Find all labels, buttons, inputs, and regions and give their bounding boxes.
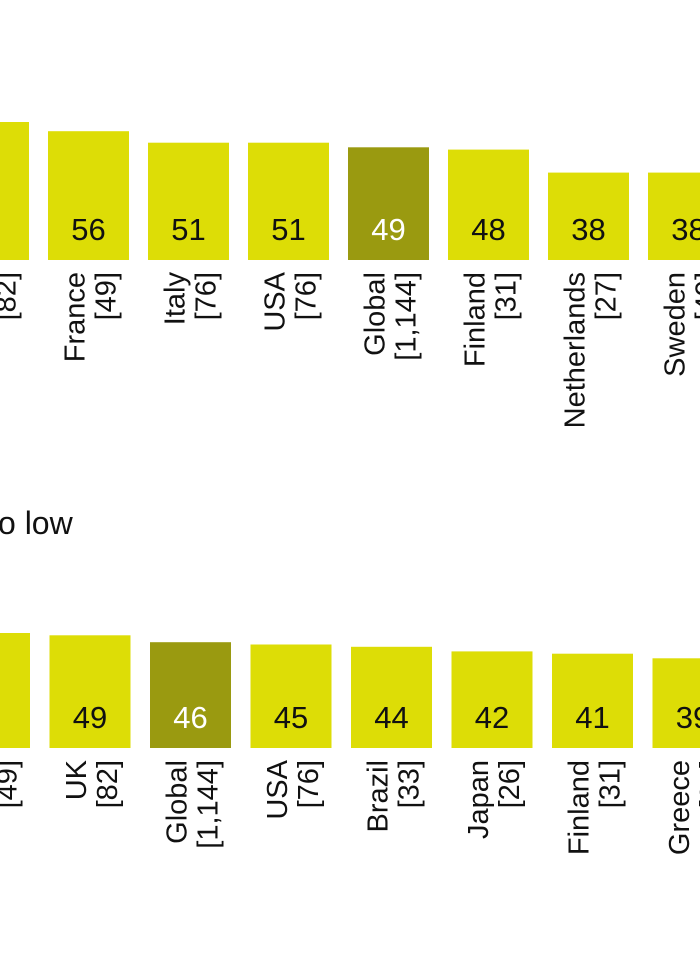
- category-name: Sweden: [660, 272, 692, 377]
- category-name: Global: [162, 760, 194, 844]
- value-label: 38: [671, 212, 700, 247]
- value-label: 51: [171, 212, 205, 247]
- value-label: 51: [271, 212, 305, 247]
- sample-size: [76]: [191, 272, 223, 320]
- category-label: France[49]: [0, 760, 24, 850]
- category-label: Sweden[49]: [660, 272, 700, 377]
- value-label: 48: [471, 212, 505, 247]
- sample-size: [1,144]: [193, 760, 225, 849]
- sample-size: [27]: [591, 272, 623, 320]
- sample-size: [49]: [0, 760, 24, 808]
- category-label: Global[1,144]: [360, 272, 423, 361]
- value-label: 49: [371, 212, 405, 247]
- category-label: Greece[21]: [664, 760, 700, 855]
- sample-size: [76]: [291, 272, 323, 320]
- category-label: Netherlands[27]: [560, 272, 623, 428]
- category-label: Brazil[33]: [363, 760, 426, 833]
- category-name: Global: [360, 272, 392, 356]
- category-name: Greece: [664, 760, 696, 855]
- category-label: USA[76]: [260, 271, 323, 331]
- sample-size: [21]: [695, 760, 700, 808]
- bar-brazil: [351, 646, 432, 748]
- sample-size: [33]: [394, 760, 426, 808]
- sample-size: [31]: [491, 272, 523, 320]
- category-name: Japan: [463, 760, 495, 839]
- bar-sweden: [648, 172, 700, 260]
- value-label: 38: [571, 212, 605, 247]
- bar-greece: [652, 658, 700, 748]
- bar-global: [348, 147, 429, 260]
- top-bar-chart: 0UK[82]56France[49]51Italy[76]51USA[76]4…: [0, 122, 700, 428]
- category-name: USA: [262, 759, 294, 819]
- category-label: Italy[76]: [160, 272, 223, 326]
- bar-global: [150, 642, 231, 748]
- category-label: France[49]: [60, 272, 123, 362]
- category-label: USA[76]: [262, 759, 325, 819]
- value-label: 46: [173, 700, 207, 735]
- bar-italy: [148, 142, 229, 260]
- category-name: UK: [61, 759, 93, 800]
- value-label: 42: [475, 700, 509, 735]
- category-name: Finland: [564, 760, 596, 855]
- sample-size: [26]: [494, 760, 526, 808]
- sample-size: [49]: [91, 272, 123, 320]
- value-label: 41: [575, 700, 609, 735]
- section-subtitle-fragment: o low: [0, 505, 73, 541]
- bar-finland: [448, 149, 529, 260]
- value-label: 49: [73, 700, 107, 735]
- sample-size: [76]: [293, 760, 325, 808]
- bar-uk: [0, 122, 29, 260]
- category-label: Japan[26]: [463, 760, 526, 839]
- category-name: Netherlands: [560, 272, 592, 428]
- bar-finland: [552, 653, 633, 748]
- sample-size: [82]: [92, 760, 124, 808]
- sample-size: [49]: [691, 272, 700, 320]
- bar-usa: [250, 644, 332, 748]
- category-label: Global[1,144]: [162, 760, 225, 849]
- category-name: Brazil: [363, 760, 395, 833]
- bar-france: [0, 633, 30, 748]
- category-label: UK[82]: [0, 271, 23, 320]
- bar-japan: [451, 651, 533, 748]
- category-name: Finland: [460, 272, 492, 367]
- sample-size: [82]: [0, 272, 23, 320]
- category-label: Finland[31]: [460, 272, 523, 367]
- sample-size: [1,144]: [391, 272, 423, 361]
- bar-france: [48, 131, 129, 260]
- bar-uk: [49, 635, 131, 748]
- value-label: 44: [374, 700, 408, 735]
- category-name: Italy: [160, 272, 192, 326]
- category-name: USA: [260, 271, 292, 331]
- value-label: 45: [274, 700, 308, 735]
- bottom-bar-chart: 0France[49]49UK[82]46Global[1,144]45USA[…: [0, 633, 700, 855]
- value-label: 56: [71, 212, 105, 247]
- bar-netherlands: [548, 172, 629, 260]
- category-label: UK[82]: [61, 759, 124, 808]
- sample-size: [31]: [595, 760, 627, 808]
- value-label: 39: [676, 700, 700, 735]
- bar-usa: [248, 142, 329, 260]
- category-name: France: [60, 272, 92, 362]
- category-label: Finland[31]: [564, 760, 627, 855]
